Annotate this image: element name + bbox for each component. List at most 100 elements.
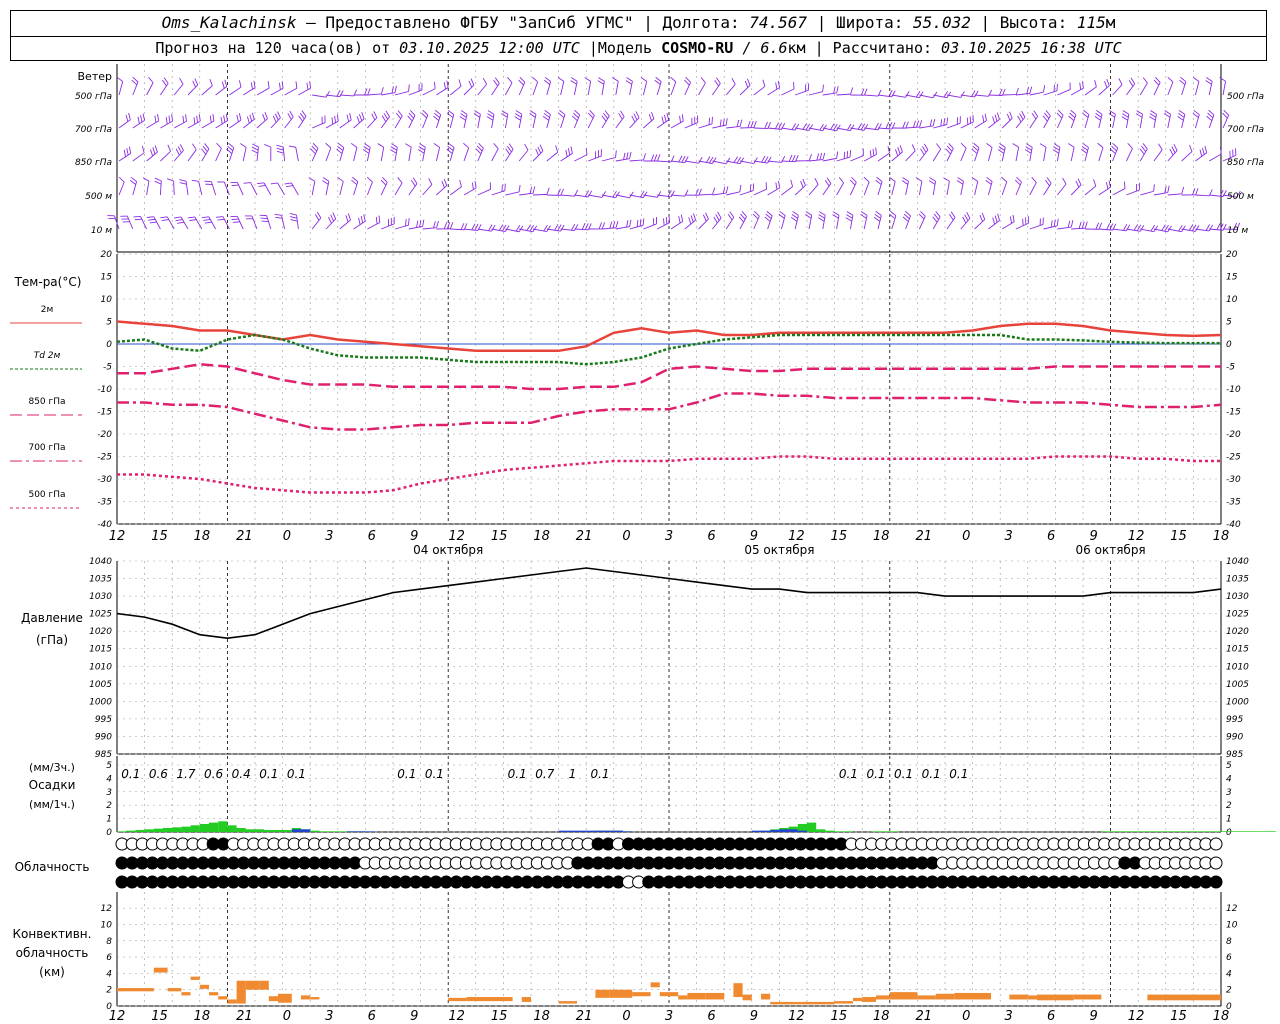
wind-barb-feather: [131, 79, 138, 86]
wind-barb: [670, 194, 685, 197]
wind-barb: [864, 94, 879, 97]
wind-barb: [877, 215, 882, 230]
wind-barb: [601, 194, 616, 199]
wind-barb-feather: [179, 144, 184, 151]
convective-cloud-bar: [678, 995, 688, 1000]
wind-barb: [353, 118, 365, 129]
convective-cloud-bar: [167, 988, 182, 992]
wind-barb-feather: [711, 157, 717, 164]
wind-barb-feather: [985, 179, 992, 185]
wind-barb: [753, 86, 766, 96]
wind-barb: [629, 159, 644, 162]
forecast-label: Прогноз на 120 часа(ов) от: [155, 39, 391, 57]
wind-barb: [656, 81, 662, 96]
wind-barb-feather: [441, 180, 445, 188]
wind-barb-feather: [212, 114, 215, 122]
wind-barb-feather: [557, 188, 561, 196]
wind-barb: [960, 181, 964, 196]
header-separator: |: [643, 13, 653, 32]
wind-barb-feather: [264, 111, 268, 119]
wind-barb-feather: [518, 225, 524, 232]
wind-barb-feather: [1039, 143, 1047, 148]
wind-barb-feather: [526, 224, 532, 231]
precip-3h-label: 0.1: [121, 767, 140, 781]
wind-barb-feather: [819, 211, 826, 216]
wind-barb: [850, 155, 864, 162]
wind-barb-feather: [1150, 110, 1157, 115]
wind-barb-feather: [956, 180, 964, 185]
wind-barb-feather: [539, 144, 544, 152]
snow-bar: [623, 831, 633, 832]
wind-barb-feather: [194, 78, 199, 86]
wind-barb-feather: [1093, 179, 1097, 187]
wind-barb-feather: [1133, 224, 1139, 231]
wind-barb-feather: [832, 211, 840, 216]
wind-barb-feather: [409, 109, 416, 116]
hour-tick-label: 0: [283, 1009, 291, 1024]
wind-barb: [753, 215, 760, 230]
wind-barb-feather: [514, 116, 521, 121]
wind-barb: [795, 127, 810, 131]
wind-barb-feather: [1167, 76, 1174, 83]
wind-barb-feather: [904, 210, 911, 217]
wind-barb: [1209, 194, 1224, 198]
hour-tick-label: 12: [1128, 1009, 1145, 1024]
y-tick-label-right: 4: [1226, 969, 1232, 979]
wind-barb-feather: [752, 213, 759, 220]
wind-barb: [657, 194, 672, 198]
wind-barb-feather: [554, 223, 559, 231]
wind-barb-feather: [1068, 143, 1075, 148]
wind-barb: [560, 153, 573, 162]
wind-barb-feather: [922, 146, 927, 153]
wind-barb-feather: [940, 119, 943, 127]
wind-barb-feather: [419, 220, 422, 228]
y-tick-label-right: -25: [1226, 453, 1241, 463]
y-tick-label-left: 0: [106, 1002, 112, 1012]
wind-barb: [960, 94, 975, 98]
wind-barb-feather: [932, 216, 938, 223]
wind-barb-feather: [328, 216, 332, 224]
wind-barb: [532, 228, 547, 233]
wind-barb: [160, 151, 171, 162]
wind-barb-feather: [971, 90, 976, 97]
wind-barb-feather: [698, 156, 703, 164]
wind-barb: [808, 159, 823, 162]
wind-barb-feather: [448, 142, 455, 148]
wind-barb: [187, 149, 197, 162]
rain-bar: [163, 827, 173, 832]
wind-barb-feather: [1195, 188, 1199, 196]
wind-barb-feather: [584, 190, 590, 197]
wind-barb-feather: [754, 210, 760, 217]
wind-barb-feather: [179, 182, 187, 185]
wind-barb: [1001, 181, 1008, 196]
wind-barb-feather: [1009, 111, 1013, 119]
wind-barb-feather: [308, 177, 315, 182]
wind-barb-feather: [474, 223, 479, 231]
wind-barb-feather: [1042, 115, 1048, 122]
wind-barb: [242, 119, 255, 129]
wind-level-label-left: 500 м: [85, 192, 112, 202]
wind-barb: [643, 223, 657, 230]
wind-barb: [298, 87, 311, 96]
wind-barb-feather: [915, 90, 921, 98]
y-tick-label-right: 1020: [1226, 627, 1249, 637]
wind-barb-feather: [1001, 88, 1006, 96]
wind-barb-feather: [846, 214, 853, 219]
wind-barb-feather: [250, 82, 253, 90]
wind-barb-feather: [171, 114, 174, 122]
wind-barb-feather: [997, 213, 1000, 221]
wind-barb-feather: [146, 216, 154, 218]
wind-barb: [974, 219, 986, 230]
wind-barb: [739, 84, 751, 96]
wind-barb-feather: [505, 148, 511, 155]
convective-cloud-bar: [659, 992, 679, 997]
wind-barb-feather: [1208, 109, 1215, 116]
wind-barb-feather: [966, 117, 969, 125]
rain-bar: [328, 831, 338, 832]
wind-barb-feather: [1193, 109, 1200, 115]
rain-bar: [319, 831, 329, 832]
y-tick-label-right: 5: [1226, 318, 1232, 328]
cloud-cover-symbol: [1209, 837, 1223, 851]
wind-barb: [215, 148, 222, 162]
wind-barb: [587, 115, 595, 129]
